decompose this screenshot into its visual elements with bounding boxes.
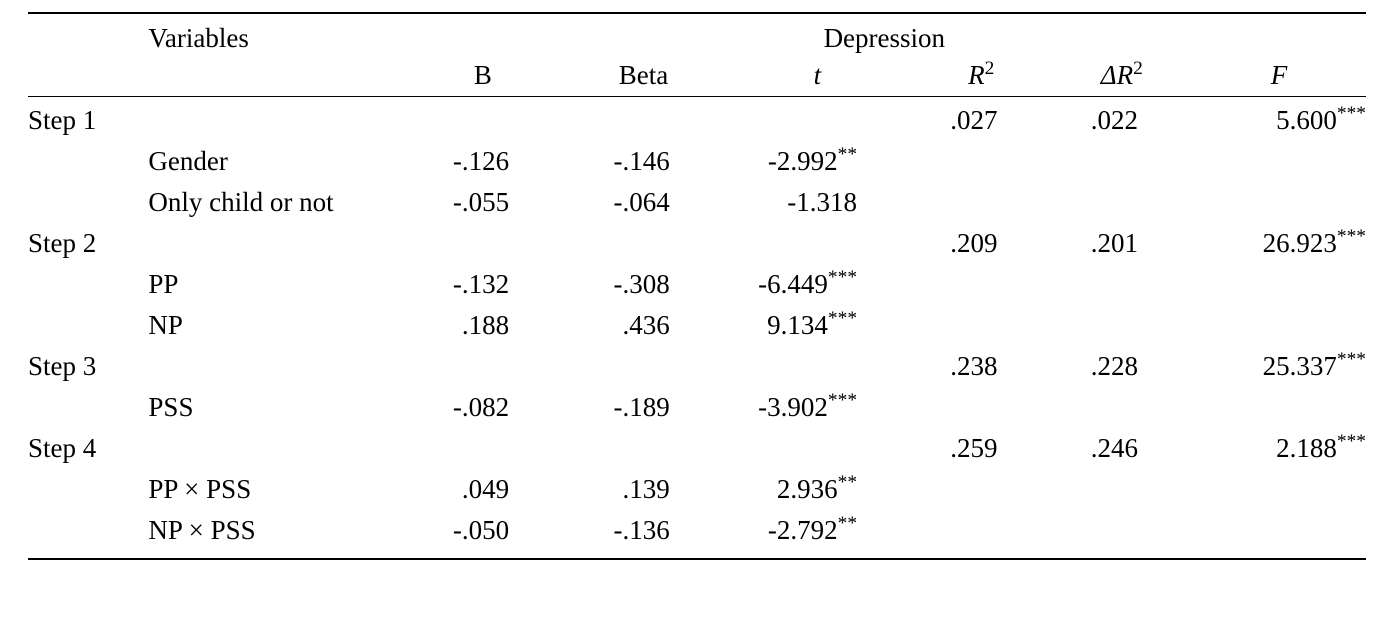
table-row: Step 2 .209 .201 26.923*** [28, 230, 1366, 271]
cell-B: -.132 [403, 271, 564, 312]
regression-table-container: Variables Depression B Beta t R2 ΔR2 F S… [0, 0, 1394, 621]
header-group-depression: Depression [403, 13, 1366, 54]
cell-B: .049 [403, 476, 564, 517]
cell-t: -6.449*** [724, 271, 911, 312]
cell-F: 2.188*** [1192, 435, 1366, 476]
cell-Beta: -.308 [563, 271, 724, 312]
header-col-t: t [724, 54, 911, 97]
table-row: Only child or not -.055 -.064 -1.318 [28, 189, 1366, 230]
table-header: Variables Depression B Beta t R2 ΔR2 F [28, 13, 1366, 97]
header-blank [28, 13, 148, 54]
table-row: Step 1 .027 .022 5.600*** [28, 107, 1366, 148]
table-row: PP -.132 -.308 -6.449*** [28, 271, 1366, 312]
cell-t: 2.936** [724, 476, 911, 517]
cell-F: 26.923*** [1192, 230, 1366, 271]
cell-variable: Only child or not [148, 189, 402, 230]
cell-t: 9.134*** [724, 312, 911, 353]
cell-Beta: .436 [563, 312, 724, 353]
header-col-F: F [1192, 54, 1366, 97]
cell-variable: NP [148, 312, 402, 353]
table-row: NP .188 .436 9.134*** [28, 312, 1366, 353]
cell-R2: .238 [911, 353, 1051, 394]
cell-variable: PP × PSS [148, 476, 402, 517]
cell-B: -.055 [403, 189, 564, 230]
step-label: Step 2 [28, 230, 148, 271]
header-variables: Variables [148, 13, 402, 54]
table-row: Gender -.126 -.146 -2.992** [28, 148, 1366, 189]
cell-B: -.050 [403, 517, 564, 559]
header-col-dR2: ΔR2 [1052, 54, 1192, 97]
cell-t: -1.318 [724, 189, 911, 230]
step-label: Step 1 [28, 107, 148, 148]
cell-dR2: .246 [1052, 435, 1192, 476]
cell-t: -2.792** [724, 517, 911, 559]
cell-variable: PP [148, 271, 402, 312]
cell-dR2: .201 [1052, 230, 1192, 271]
cell-R2: .259 [911, 435, 1051, 476]
cell-Beta: -.189 [563, 394, 724, 435]
step-label: Step 3 [28, 353, 148, 394]
table-row: PSS -.082 -.189 -3.902*** [28, 394, 1366, 435]
cell-R2: .209 [911, 230, 1051, 271]
table-row: NP × PSS -.050 -.136 -2.792** [28, 517, 1366, 559]
cell-B: -.082 [403, 394, 564, 435]
table-body: Step 1 .027 .022 5.600*** Gender -.126 -… [28, 97, 1366, 560]
header-col-B: B [403, 54, 564, 97]
cell-F: 25.337*** [1192, 353, 1366, 394]
cell-variable: PSS [148, 394, 402, 435]
cell-F: 5.600*** [1192, 107, 1366, 148]
cell-variable: NP × PSS [148, 517, 402, 559]
cell-Beta: -.064 [563, 189, 724, 230]
cell-variable: Gender [148, 148, 402, 189]
table-row: Step 3 .238 .228 25.337*** [28, 353, 1366, 394]
header-col-R2: R2 [911, 54, 1051, 97]
cell-B: -.126 [403, 148, 564, 189]
step-label: Step 4 [28, 435, 148, 476]
cell-Beta: -.146 [563, 148, 724, 189]
table-row: PP × PSS .049 .139 2.936** [28, 476, 1366, 517]
cell-dR2: .022 [1052, 107, 1192, 148]
header-col-Beta: Beta [563, 54, 724, 97]
table-row: Step 4 .259 .246 2.188*** [28, 435, 1366, 476]
cell-R2: .027 [911, 107, 1051, 148]
cell-dR2: .228 [1052, 353, 1192, 394]
cell-t: -2.992** [724, 148, 911, 189]
cell-Beta: -.136 [563, 517, 724, 559]
cell-B: .188 [403, 312, 564, 353]
cell-t: -3.902*** [724, 394, 911, 435]
cell-Beta: .139 [563, 476, 724, 517]
regression-table: Variables Depression B Beta t R2 ΔR2 F S… [28, 12, 1366, 560]
